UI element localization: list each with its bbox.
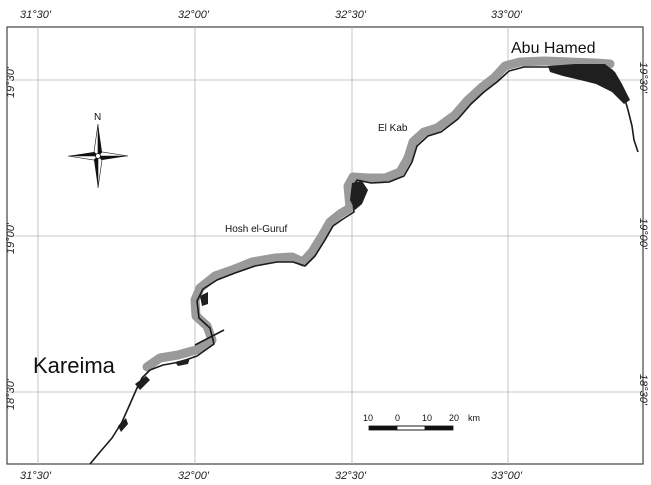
- scale-seg-1: [369, 426, 397, 430]
- lon-label-bottom-4: 33°00': [491, 470, 523, 482]
- graticule: [7, 27, 643, 464]
- lon-label-top-4: 33°00': [491, 9, 523, 21]
- map-frame: [6, 26, 644, 465]
- north-label: N: [94, 112, 101, 123]
- patch-el-kab-bend: [350, 181, 368, 210]
- scale-seg-3: [425, 426, 453, 430]
- lon-label-top-1: 31°30': [20, 9, 52, 21]
- right-latitude-labels: 19°30' 19°00' 18°30': [637, 62, 649, 406]
- lon-label-top-2: 32°00': [178, 9, 210, 21]
- patch-kareima: [135, 376, 150, 390]
- lat-label-right-1: 19°30': [637, 62, 649, 94]
- nile-river: [89, 66, 639, 465]
- left-latitude-labels: 19°30' 19°00' 18°30': [5, 66, 17, 410]
- patch-south-1: [118, 418, 128, 432]
- top-longitude-labels: 31°30' 32°00' 32°30' 33°00': [20, 9, 523, 21]
- place-label-hosh-el-guruf: Hosh el-Guruf: [225, 224, 287, 235]
- scale-seg-2: [396, 425, 426, 431]
- place-label-abu-hamed: Abu Hamed: [511, 40, 596, 57]
- survey-band: [142, 56, 615, 372]
- floodplain-patches: [118, 64, 630, 432]
- compass-center: [95, 153, 101, 159]
- scale-outline: [368, 425, 454, 431]
- compass-north-half: [93, 123, 99, 157]
- lat-label-right-2: 19°00': [637, 218, 649, 250]
- patch-bend-1: [200, 292, 208, 306]
- scale-label-0: 0: [395, 413, 400, 423]
- scale-label-20: 20: [449, 413, 459, 423]
- scale-label-10-left: 10: [363, 413, 373, 423]
- place-label-el-kab: El Kab: [378, 123, 408, 134]
- tributary-line: [194, 329, 225, 346]
- lon-label-bottom-2: 32°00': [178, 470, 210, 482]
- lon-label-top-3: 32°30': [335, 9, 367, 21]
- lon-label-bottom-3: 32°30': [335, 470, 367, 482]
- north-arrow: N: [67, 112, 129, 189]
- place-label-kareima: Kareima: [33, 353, 116, 378]
- compass-east-half: [97, 151, 129, 157]
- lat-label-right-3: 18°30': [637, 374, 649, 406]
- scale-unit: km: [468, 413, 480, 423]
- scale-label-10-right: 10: [422, 413, 432, 423]
- lat-label-left-3: 18°30': [5, 378, 17, 410]
- patch-abu-hamed: [548, 64, 630, 104]
- compass-south-half: [97, 155, 103, 189]
- compass-west-half: [67, 155, 99, 161]
- lon-label-bottom-1: 31°30': [20, 470, 52, 482]
- scale-bar: 10 0 10 20 km: [363, 413, 480, 431]
- lat-label-left-2: 19°00': [5, 222, 17, 254]
- bottom-longitude-labels: 31°30' 32°00' 32°30' 33°00': [20, 470, 523, 482]
- patch-south-2: [175, 358, 190, 366]
- lat-label-left-1: 19°30': [5, 66, 17, 98]
